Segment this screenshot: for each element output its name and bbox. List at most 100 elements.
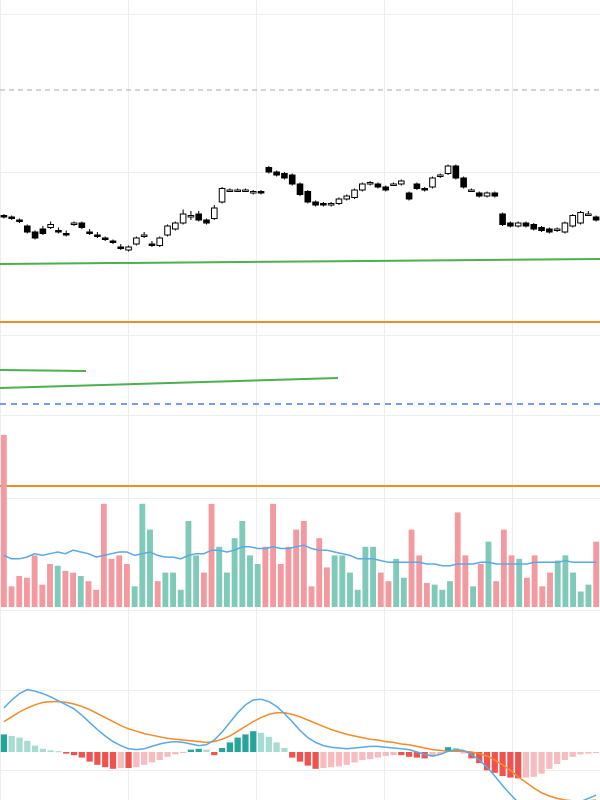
macd-histogram-bar bbox=[0, 734, 8, 752]
volume-bar bbox=[154, 581, 161, 607]
candle-body bbox=[335, 198, 343, 204]
volume-bar bbox=[208, 503, 215, 607]
macd-histogram-bar bbox=[70, 752, 78, 756]
macd-histogram-bar bbox=[312, 752, 319, 769]
volume-bar bbox=[0, 435, 7, 607]
volume-bar bbox=[562, 555, 569, 607]
macd-histogram-bar bbox=[265, 736, 272, 752]
volume-moving-average-line bbox=[3, 544, 597, 567]
macd-histogram-bar bbox=[413, 752, 420, 758]
volume-bar bbox=[370, 546, 376, 607]
volume-bar bbox=[231, 538, 238, 607]
volume-bar bbox=[77, 576, 84, 607]
candle-body bbox=[359, 183, 366, 191]
candle-body bbox=[522, 222, 530, 227]
macd-histogram-bar bbox=[530, 752, 537, 777]
macd-signal-line bbox=[3, 700, 597, 800]
candle-body bbox=[585, 213, 592, 216]
macd-histogram-bar bbox=[16, 737, 23, 752]
macd-histogram-bar bbox=[444, 747, 452, 752]
volume-bar bbox=[539, 586, 546, 607]
volume-bar bbox=[477, 564, 484, 607]
macd-histogram-bar bbox=[359, 752, 366, 760]
candle-body bbox=[195, 213, 203, 221]
volume-bar bbox=[254, 564, 261, 607]
macd-histogram-bar bbox=[429, 752, 436, 757]
macd-histogram-bar bbox=[343, 752, 350, 765]
macd-histogram-bar bbox=[257, 732, 265, 752]
macd-histogram-bar bbox=[592, 752, 600, 753]
volume-bar bbox=[277, 564, 284, 607]
macd-histogram-bar bbox=[172, 752, 179, 755]
candle-body bbox=[538, 227, 545, 231]
volume-bar bbox=[239, 521, 246, 607]
candle-body bbox=[8, 216, 15, 219]
candle-body bbox=[374, 183, 382, 188]
volume-bar bbox=[408, 529, 415, 607]
volume-bar bbox=[570, 572, 576, 607]
candle-body bbox=[101, 237, 109, 240]
macd-histogram-bar bbox=[483, 752, 491, 771]
candle-body bbox=[109, 240, 117, 243]
macd-histogram-bar bbox=[203, 749, 210, 752]
price-panel bbox=[0, 89, 600, 405]
candle-body bbox=[343, 195, 351, 200]
volume-bar bbox=[162, 572, 169, 607]
volume-bar bbox=[262, 546, 269, 607]
candle-body bbox=[452, 165, 460, 179]
volume-bar bbox=[108, 558, 115, 607]
volume-bar bbox=[300, 521, 307, 607]
volume-bar bbox=[424, 582, 430, 607]
candle-body bbox=[156, 237, 164, 246]
macd-histogram-bar bbox=[39, 748, 46, 752]
volume-bar bbox=[124, 564, 130, 607]
candle-body bbox=[187, 215, 195, 218]
candle-body bbox=[203, 219, 210, 224]
macd-histogram-bar bbox=[141, 752, 148, 765]
macd-histogram-bar bbox=[94, 752, 101, 765]
candle-body bbox=[491, 192, 499, 197]
volume-bar bbox=[147, 529, 153, 607]
candle-body bbox=[444, 165, 452, 174]
volume-bar bbox=[585, 584, 592, 607]
volume-bar bbox=[516, 558, 523, 607]
macd-histogram-bar bbox=[78, 752, 85, 758]
macd-histogram-bar bbox=[24, 740, 31, 752]
candle-body bbox=[296, 183, 304, 195]
volume-bar bbox=[116, 555, 123, 607]
candle-body bbox=[70, 222, 78, 225]
macd-histogram-bar bbox=[218, 748, 226, 752]
macd-histogram-bar bbox=[31, 745, 39, 752]
volume-bar bbox=[454, 512, 461, 607]
macd-histogram-bar bbox=[561, 752, 569, 760]
volume-bar bbox=[93, 589, 100, 607]
macd-histogram-bar bbox=[335, 752, 343, 767]
volume-bar bbox=[247, 555, 253, 607]
macd-histogram-bar bbox=[195, 748, 202, 752]
candle-body bbox=[514, 222, 522, 227]
candle-body bbox=[78, 222, 86, 228]
candle-body bbox=[117, 246, 125, 249]
macd-histogram-bar bbox=[281, 748, 288, 752]
volume-bar bbox=[216, 546, 223, 607]
volume-bar bbox=[362, 546, 369, 607]
volume-bar bbox=[224, 572, 230, 607]
candle-body bbox=[507, 222, 514, 227]
macd-histogram-bar bbox=[125, 752, 132, 768]
trend-line-green-short bbox=[0, 369, 87, 372]
macd-histogram-bar bbox=[8, 736, 15, 752]
volume-bar bbox=[62, 570, 69, 607]
candle-body bbox=[460, 177, 467, 188]
candle-body bbox=[47, 224, 54, 228]
candle-body bbox=[133, 237, 140, 245]
candle-body bbox=[304, 191, 312, 203]
candle-body bbox=[413, 183, 421, 189]
volume-bar bbox=[447, 581, 453, 607]
volume-bar bbox=[24, 577, 30, 607]
macd-histogram-bar bbox=[460, 752, 467, 754]
volume-bar bbox=[70, 572, 76, 607]
macd-histogram-bar bbox=[211, 752, 218, 756]
macd-histogram-bar bbox=[554, 752, 561, 764]
volume-bar bbox=[85, 581, 92, 607]
